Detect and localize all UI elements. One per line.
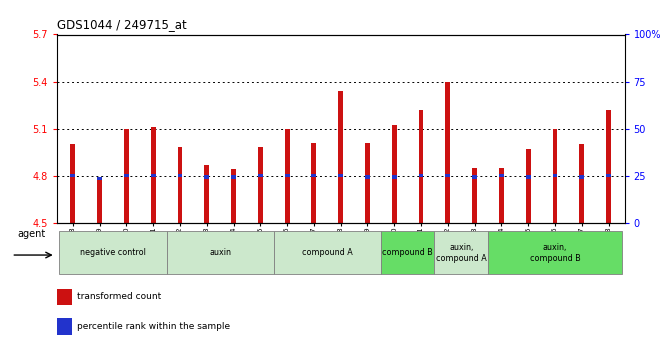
Text: negative control: negative control [80,248,146,257]
Bar [98,177,102,180]
Text: GDS1044 / 249715_at: GDS1044 / 249715_at [57,18,186,31]
Text: auxin,
compound B: auxin, compound B [530,243,580,263]
Bar [204,175,209,179]
Bar [381,231,434,274]
Bar [446,81,450,223]
Bar [488,231,622,274]
Bar [59,231,166,274]
Text: auxin,
compound A: auxin, compound A [436,243,486,263]
Bar [274,231,381,274]
Bar [70,144,75,223]
Bar [166,231,274,274]
Bar [204,165,209,223]
Text: compound A: compound A [302,248,353,257]
Bar [311,142,317,223]
Text: agent: agent [17,229,45,239]
Bar [499,168,504,223]
Bar [151,127,156,223]
Bar [231,169,236,223]
Bar [338,174,343,177]
Bar [57,318,72,335]
Bar [365,175,370,179]
Bar [472,168,477,223]
Bar [124,128,129,223]
Bar [285,174,289,177]
Text: percentile rank within the sample: percentile rank within the sample [77,322,230,331]
Bar [258,174,263,177]
Bar [526,149,530,223]
Bar [392,175,397,179]
Bar [98,179,102,223]
Bar [311,174,317,177]
Bar [526,175,530,179]
Bar [472,175,477,179]
Bar [434,231,488,274]
Bar [57,289,72,305]
Text: compound B: compound B [382,248,433,257]
Bar [392,125,397,223]
Bar [499,174,504,177]
Bar [579,144,584,223]
Bar [446,174,450,177]
Text: auxin: auxin [209,248,231,257]
Text: transformed count: transformed count [77,293,161,302]
Bar [552,128,557,223]
Bar [419,110,424,223]
Bar [419,174,424,177]
Bar [579,175,584,179]
Bar [365,142,370,223]
Bar [258,147,263,223]
Bar [606,110,611,223]
Bar [552,174,557,177]
Bar [151,174,156,177]
Bar [178,147,182,223]
Bar [606,174,611,177]
Bar [285,128,289,223]
Bar [124,174,129,177]
Bar [70,174,75,177]
Bar [338,91,343,223]
Bar [178,174,182,177]
Bar [231,175,236,179]
